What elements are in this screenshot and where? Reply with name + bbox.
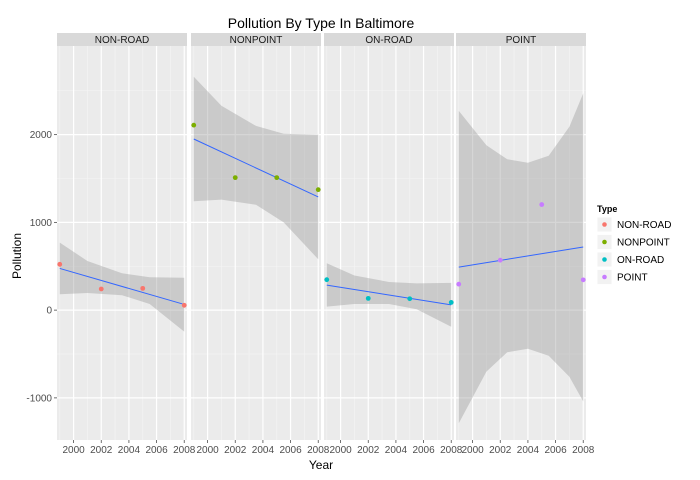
trend-line — [59, 267, 185, 305]
data-point — [98, 286, 104, 292]
x-tick-label: 2004 — [385, 445, 408, 456]
x-tick-label: 2006 — [145, 445, 168, 456]
x-tick-label: 2000 — [196, 445, 219, 456]
legend-title: Type — [597, 204, 617, 214]
strip-label: NON-ROAD — [95, 35, 149, 46]
x-tick-label: 2002 — [357, 445, 380, 456]
data-point — [140, 285, 146, 291]
data-point — [324, 277, 330, 283]
strip-background — [191, 33, 321, 46]
strip-label: NONPOINT — [230, 35, 283, 46]
panel-background — [191, 46, 321, 440]
data-point — [580, 277, 586, 283]
confidence-band — [458, 93, 584, 424]
data-point — [365, 295, 371, 301]
panel-nonpoint: NONPOINT 2000 2002 2004 2006 2008 — [191, 33, 330, 456]
x-tick-label: 2004 — [118, 445, 141, 456]
panel-non-road: NON-ROAD 2000 2002 2004 2006 2008 — [57, 33, 196, 456]
strip-background — [57, 33, 187, 46]
x-tick-label: 2000 — [461, 445, 484, 456]
legend-swatch — [602, 257, 607, 262]
confidence-band — [59, 242, 185, 332]
x-tick-label: 2000 — [62, 445, 85, 456]
x-tick-label: 2006 — [544, 445, 567, 456]
y-axis: -1000 0 1000 2000 — [26, 130, 57, 404]
panel-background — [456, 46, 586, 440]
trend-line — [458, 246, 584, 268]
strip-label: POINT — [506, 35, 537, 46]
data-point — [456, 281, 462, 287]
x-tick-label: 2002 — [90, 445, 113, 456]
legend-label: NONPOINT — [617, 238, 670, 249]
x-tick-label: 2004 — [517, 445, 540, 456]
panel-background — [57, 46, 187, 440]
x-tick-label: 2000 — [329, 445, 352, 456]
panel-on-road: ON-ROAD 2000 2002 2004 2006 2008 — [324, 33, 463, 456]
x-tick-label: 2008 — [307, 445, 330, 456]
data-point — [539, 202, 545, 207]
chart-title: Pollution By Type In Baltimore — [228, 15, 415, 31]
panel-background — [324, 46, 454, 440]
x-tick-label: 2002 — [489, 445, 512, 456]
strip-background — [456, 33, 586, 46]
data-point — [181, 302, 187, 308]
y-axis-title: Pollution — [10, 233, 24, 279]
data-point — [448, 300, 454, 305]
data-point — [57, 261, 63, 267]
legend-items: NON-ROAD NONPOINT ON-ROAD POINT — [596, 216, 671, 285]
data-point — [274, 175, 280, 181]
strip-background — [324, 33, 454, 46]
strip-label: ON-ROAD — [365, 35, 412, 46]
x-axis-title: Year — [309, 458, 333, 472]
x-tick-label: 2008 — [440, 445, 463, 456]
legend-swatch — [602, 239, 607, 245]
trend-line — [326, 284, 452, 306]
y-tick-label: -1000 — [26, 393, 52, 404]
data-point — [191, 122, 197, 128]
x-tick-label: 2002 — [224, 445, 247, 456]
x-tick-label: 2008 — [173, 445, 196, 456]
legend: Type NON-ROAD NONPOINT ON-ROAD POINT — [594, 196, 684, 290]
x-tick-label: 2006 — [412, 445, 435, 456]
x-tick-label: 2008 — [572, 445, 595, 456]
legend-label: ON-ROAD — [617, 255, 664, 266]
legend-swatch — [602, 222, 607, 227]
y-tick-label: 2000 — [30, 130, 53, 141]
trend-line — [193, 138, 319, 198]
panel-point: POINT 2000 2002 2004 2006 2008 — [456, 33, 595, 456]
y-tick-label: 1000 — [30, 218, 53, 229]
data-point — [407, 296, 413, 302]
legend-label: POINT — [617, 273, 648, 284]
legend-label: NON-ROAD — [617, 220, 671, 231]
legend-swatch — [602, 274, 607, 280]
data-point — [232, 175, 238, 181]
x-tick-label: 2006 — [279, 445, 302, 456]
y-tick-label: 0 — [46, 306, 52, 317]
x-tick-label: 2004 — [252, 445, 275, 456]
data-point — [315, 187, 321, 193]
data-point — [497, 257, 503, 263]
facet-panels: NON-ROAD 2000 2002 2004 2006 2008 NONPOINT 2000… — [57, 33, 595, 456]
